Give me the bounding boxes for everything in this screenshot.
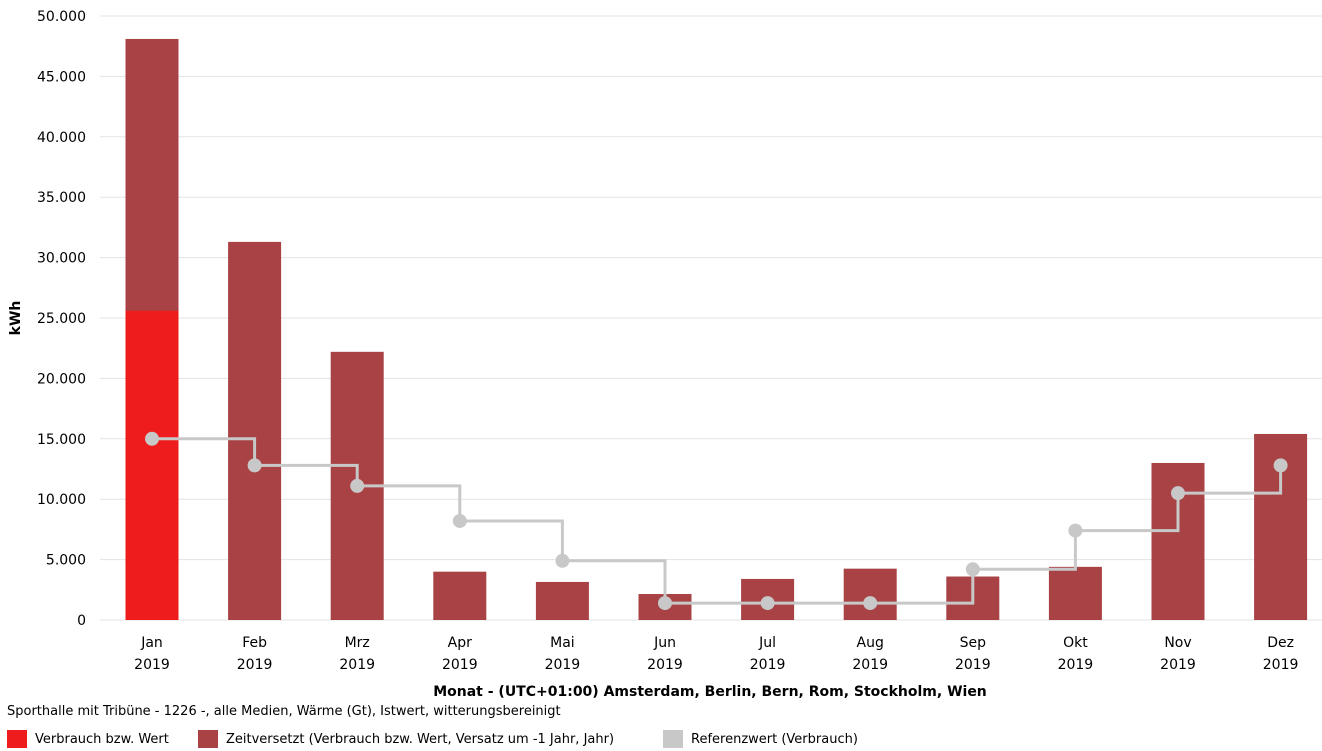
x-tick-label-year: 2019 [545, 657, 581, 673]
legend-item-verbrauch[interactable]: Verbrauch bzw. Wert [7, 730, 169, 748]
reference-point-mrz [350, 478, 365, 493]
y-tick-label: 40.000 [37, 130, 86, 146]
x-tick-label-month: Mrz [345, 635, 370, 651]
x-tick-label-year: 2019 [955, 657, 991, 673]
y-tick-label: 10.000 [37, 492, 86, 508]
y-tick-label: 45.000 [37, 69, 86, 85]
reference-point-jul [760, 596, 775, 611]
reference-point-sep [965, 562, 980, 577]
x-tick-label-month: Sep [960, 635, 987, 651]
x-tick-label-year: 2019 [1160, 657, 1196, 673]
reference-point-okt [1068, 523, 1083, 538]
reference-point-apr [452, 513, 467, 528]
y-axis-title: kWh [8, 301, 24, 336]
x-tick-label-month: Jun [653, 635, 676, 651]
x-tick-label-year: 2019 [237, 657, 273, 673]
x-axis-title: Monat - (UTC+01:00) Amsterdam, Berlin, B… [433, 684, 987, 700]
x-tick-label-month: Dez [1267, 635, 1294, 651]
x-tick-label-year: 2019 [134, 657, 170, 673]
x-tick-label-month: Jul [758, 635, 776, 651]
bar-zeitversetzt-mai [535, 581, 589, 620]
legend-swatch-verbrauch [7, 730, 27, 748]
reference-point-feb [247, 458, 262, 473]
y-tick-label: 20.000 [37, 371, 86, 387]
x-tick-label-year: 2019 [750, 657, 786, 673]
y-axis-tick-labels: 0 5.000 10.000 15.000 20.000 25.000 30.000 35.0… [37, 9, 86, 629]
y-tick-label: 5.000 [46, 553, 86, 569]
y-tick-label: 35.000 [37, 190, 86, 206]
bar-zeitversetzt-apr [433, 571, 487, 620]
reference-point-jun [658, 596, 672, 611]
legend-label-zeitversetzt: Zeitversetzt (Verbrauch bzw. Wert, Versa… [226, 731, 615, 747]
legend-label-referenzwert: Referenzwert (Verbrauch) [691, 731, 858, 747]
x-tick-label-year: 2019 [1058, 657, 1094, 673]
legend-label-verbrauch: Verbrauch bzw. Wert [35, 731, 169, 747]
x-tick-label-year: 2019 [339, 657, 375, 673]
reference-point-mai [555, 553, 570, 568]
bar-zeitversetzt-okt [1048, 566, 1102, 620]
x-tick-label-month: Apr [448, 635, 472, 651]
legend-swatch-zeitversetzt [198, 730, 218, 748]
x-tick-label-year: 2019 [442, 657, 478, 673]
y-tick-label: 0 [77, 613, 86, 629]
x-tick-label-year: 2019 [647, 657, 683, 673]
x-tick-label-year: 2019 [852, 657, 888, 673]
x-tick-label-year: 2019 [1263, 657, 1299, 673]
x-tick-label-month: Jan [140, 635, 163, 651]
y-tick-label: 50.000 [37, 9, 86, 25]
bar-zeitversetzt-feb [228, 241, 282, 620]
y-tick-label: 30.000 [37, 251, 86, 267]
chart-caption: Sporthalle mit Tribüne - 1226 -, alle Me… [7, 704, 561, 719]
legend-item-zeitversetzt[interactable]: Zeitversetzt (Verbrauch bzw. Wert, Versa… [198, 730, 614, 748]
gridlines [100, 15, 1322, 621]
legend-item-referenzwert[interactable]: Referenzwert (Verbrauch) [663, 730, 858, 748]
bar-zeitversetzt-aug [843, 568, 897, 620]
bars [125, 38, 1308, 620]
x-tick-label-month: Feb [242, 635, 267, 651]
x-tick-label-month: Nov [1164, 635, 1191, 651]
legend-swatch-referenzwert [663, 730, 683, 748]
y-tick-label: 15.000 [37, 432, 86, 448]
reference-point-dez [1273, 458, 1288, 473]
bar-verbrauch-jan [125, 310, 179, 620]
y-tick-label: 25.000 [37, 311, 86, 327]
x-axis-tick-labels: Jan 2019 Feb 2019 Mrz 2019 Apr 2019 Mai 2019 Jun 20… [134, 635, 1298, 673]
x-tick-label-month: Mai [550, 635, 575, 651]
x-tick-label-month: Okt [1063, 635, 1088, 651]
reference-point-aug [863, 596, 878, 611]
reference-point-jan [145, 431, 159, 446]
x-tick-label-month: Aug [857, 635, 884, 651]
reference-line [145, 431, 1288, 611]
reference-step-line [152, 437, 1283, 605]
reference-point-nov [1171, 486, 1185, 501]
